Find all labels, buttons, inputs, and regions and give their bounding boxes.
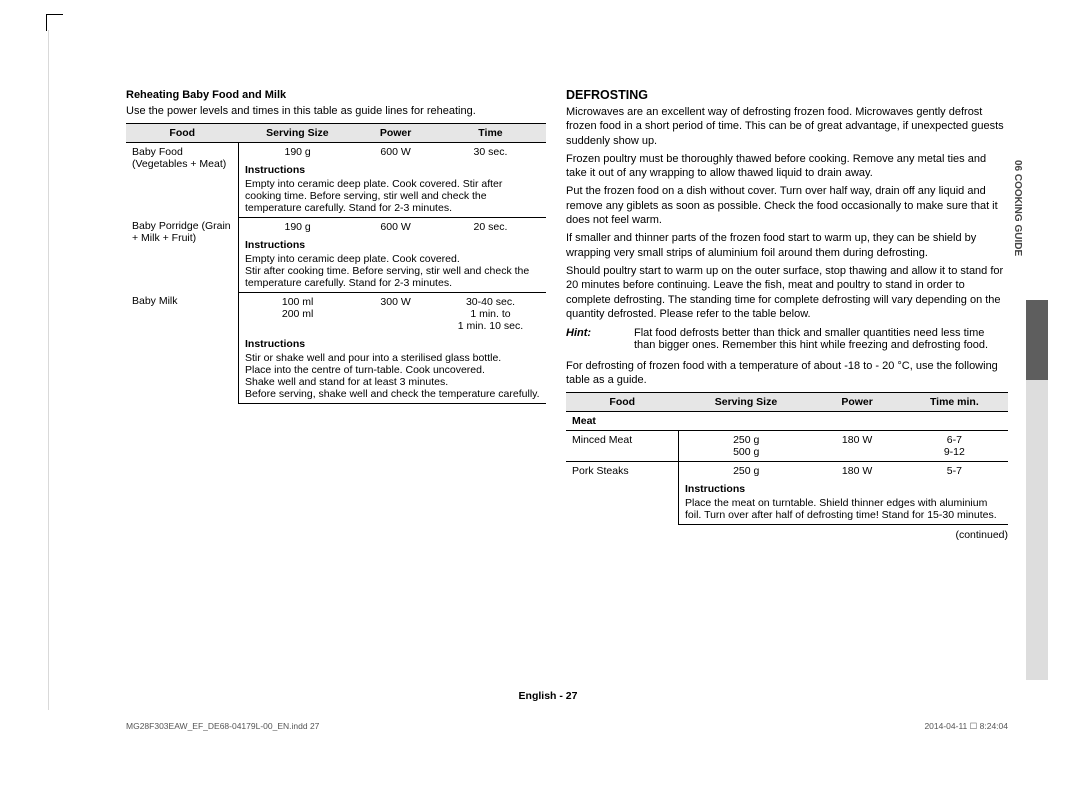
instr-label: Instructions: [239, 335, 547, 350]
meta-time: 2014-04-11 ☐ 8:24:04: [924, 721, 1008, 732]
instr-text: Place the meat on turntable. Shield thin…: [679, 495, 1009, 525]
food-cell: Baby Porridge (Grain + Milk + Fruit): [126, 217, 239, 292]
meta-file: MG28F303EAW_EF_DE68-04179L-00_EN.indd 27: [126, 721, 319, 732]
th-time: Time: [435, 123, 546, 142]
content-columns: Reheating Baby Food and Milk Use the pow…: [48, 20, 1048, 541]
para: Microwaves are an excellent way of defro…: [566, 105, 1008, 148]
hint-row: Hint: Flat food defrosts better than thi…: [566, 327, 1008, 351]
category-meat: Meat: [566, 411, 1008, 430]
time-cell: 6-7 9-12: [901, 430, 1008, 461]
time-line: 6-7: [907, 434, 1002, 446]
para: Put the frozen food on a dish without co…: [566, 184, 1008, 227]
page-footer: English - 27: [48, 690, 1048, 702]
margin-guide: [48, 30, 49, 710]
food-cell: Baby Food (Vegetables + Meat): [126, 142, 239, 217]
side-tab: 06 COOKING GUIDE: [1006, 140, 1048, 680]
left-heading: Reheating Baby Food and Milk: [126, 88, 546, 102]
th-power: Power: [813, 392, 900, 411]
food-cell: Minced Meat: [566, 430, 679, 461]
serving-line: 250 g: [685, 434, 807, 446]
page: 06 COOKING GUIDE Reheating Baby Food and…: [48, 20, 1048, 740]
serving-cell: 250 g: [679, 461, 814, 480]
serving-cell: 190 g: [239, 217, 357, 236]
power-cell: 600 W: [356, 217, 435, 236]
side-tab-light: [1026, 380, 1048, 680]
power-cell: 300 W: [356, 292, 435, 335]
serving-cell: 100 ml 200 ml: [239, 292, 357, 335]
time-cell: 20 sec.: [435, 217, 546, 236]
time-line: 1 min. to: [441, 308, 540, 320]
th-serving: Serving Size: [679, 392, 814, 411]
time-line: 9-12: [907, 446, 1002, 458]
crop-mark-icon: [46, 14, 63, 31]
th-food: Food: [566, 392, 679, 411]
instr-text: Empty into ceramic deep plate. Cook cove…: [239, 251, 547, 293]
food-cell: Baby Milk: [126, 292, 239, 403]
instr-text: Stir or shake well and pour into a steri…: [239, 350, 547, 404]
side-tab-dark: [1026, 300, 1048, 380]
para: If smaller and thinner parts of the froz…: [566, 231, 1008, 260]
left-column: Reheating Baby Food and Milk Use the pow…: [126, 88, 546, 541]
right-column: DEFROSTING Microwaves are an excellent w…: [566, 88, 1008, 541]
power-cell: 600 W: [356, 142, 435, 161]
time-line: 30-40 sec.: [441, 296, 540, 308]
post-hint: For defrosting of frozen food with a tem…: [566, 359, 1008, 388]
instr-label: Instructions: [679, 480, 1009, 495]
continued-label: (continued): [566, 529, 1008, 541]
time-cell: 30-40 sec. 1 min. to 1 min. 10 sec.: [435, 292, 546, 335]
serving-cell: 250 g 500 g: [679, 430, 814, 461]
serving-line: 200 ml: [245, 308, 350, 320]
food-cell: Pork Steaks: [566, 461, 679, 524]
meta-footer: MG28F303EAW_EF_DE68-04179L-00_EN.indd 27…: [126, 721, 1008, 732]
power-cell: 180 W: [813, 461, 900, 480]
time-cell: 5-7: [901, 461, 1008, 480]
th-time: Time min.: [901, 392, 1008, 411]
th-food: Food: [126, 123, 239, 142]
defrosting-heading: DEFROSTING: [566, 88, 1008, 102]
power-cell: 180 W: [813, 430, 900, 461]
serving-line: 100 ml: [245, 296, 350, 308]
serving-line: 500 g: [685, 446, 807, 458]
instr-label: Instructions: [239, 161, 547, 176]
th-power: Power: [356, 123, 435, 142]
left-intro: Use the power levels and times in this t…: [126, 104, 546, 118]
time-cell: 30 sec.: [435, 142, 546, 161]
serving-cell: 190 g: [239, 142, 357, 161]
para: Should poultry start to warm up on the o…: [566, 264, 1008, 321]
defrost-table: Food Serving Size Power Time min. Meat M…: [566, 392, 1008, 525]
th-serving: Serving Size: [239, 123, 357, 142]
hint-label: Hint:: [566, 327, 634, 351]
para: Frozen poultry must be thoroughly thawed…: [566, 152, 1008, 181]
baby-food-table: Food Serving Size Power Time Baby Food (…: [126, 123, 546, 404]
time-line: 1 min. 10 sec.: [441, 320, 540, 332]
side-tab-label: 06 COOKING GUIDE: [1006, 140, 1023, 256]
instr-label: Instructions: [239, 236, 547, 251]
hint-text: Flat food defrosts better than thick and…: [634, 327, 1008, 351]
instr-text: Empty into ceramic deep plate. Cook cove…: [239, 176, 547, 218]
